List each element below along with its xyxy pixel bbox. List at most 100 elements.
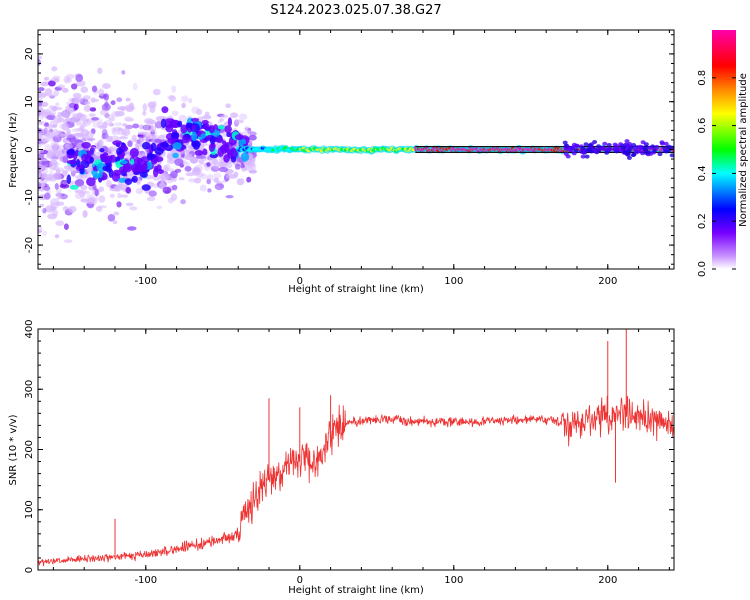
spectrogram-cell <box>143 161 148 167</box>
spectrogram-cell <box>646 150 652 155</box>
spectrogram-x-tick-label: -100 <box>134 276 157 287</box>
spectrogram-x-label: Height of straight line (km) <box>288 284 424 295</box>
spectrogram-cell <box>172 152 179 159</box>
spectrogram-cell <box>42 230 48 236</box>
spectrogram-cell <box>119 136 128 140</box>
spectrogram-cell <box>117 106 127 111</box>
spectrogram-cell <box>236 178 245 186</box>
spectrogram-cell <box>43 129 50 138</box>
spectrogram-cell <box>38 120 43 125</box>
spectrogram-x-tick-label: 200 <box>598 276 617 287</box>
spectrogram-cell <box>199 184 207 192</box>
spectrogram-cell <box>38 108 46 116</box>
spectrogram-y-tick-label: -10 <box>24 189 35 205</box>
spectrogram-cell <box>213 177 219 183</box>
spectrogram-cell <box>50 109 57 117</box>
spectrogram-cell <box>657 152 663 157</box>
spectrogram-cell <box>580 154 586 159</box>
spectrogram-cell <box>147 133 156 140</box>
spectrogram-cell <box>124 178 133 186</box>
spectrogram-cell <box>41 172 48 179</box>
spectrogram-cell <box>98 186 105 192</box>
spectrogram-cell <box>613 147 618 152</box>
spectrogram-cell <box>38 55 42 60</box>
spectrogram-cell <box>180 199 186 205</box>
spectrogram-cell <box>79 191 86 198</box>
spectrogram-cell <box>86 177 96 187</box>
spectrogram-cell <box>120 160 128 165</box>
spectrogram-cell <box>122 164 131 171</box>
spectrogram-y-tick-label: 20 <box>24 48 35 61</box>
spectrogram-cell <box>71 128 81 133</box>
spectrogram-cell <box>49 150 57 156</box>
spectrogram-cell <box>65 143 73 150</box>
spectrogram-cell <box>38 229 43 234</box>
spectrogram-cell <box>199 173 209 180</box>
spectrogram-cell <box>74 192 85 199</box>
spectrogram-cell <box>153 156 164 163</box>
spectrogram-cell <box>54 78 60 83</box>
spectrogram-cell <box>248 169 257 174</box>
spectrogram-cell <box>214 183 224 191</box>
spectrogram-cell <box>91 117 99 121</box>
spectrogram-cell <box>160 173 170 181</box>
spectrogram-cell <box>156 164 162 172</box>
spectrogram-cell <box>121 128 131 137</box>
spectrogram-cell <box>148 190 157 197</box>
spectrogram-cell <box>51 66 58 72</box>
spectrogram-cell <box>105 164 112 173</box>
spectrogram-cell <box>38 59 41 66</box>
spectrogram-cell <box>142 124 152 131</box>
spectrogram-cell <box>50 198 60 206</box>
spectrogram-cell <box>62 155 69 164</box>
spectrogram-cell <box>166 178 173 184</box>
spectrogram-cell <box>40 81 49 87</box>
spectrogram-cell <box>165 124 174 133</box>
spectrogram-cell <box>98 170 103 179</box>
spectrogram-cell <box>219 118 225 122</box>
spectrogram-cell <box>148 125 157 133</box>
spectrogram-cell <box>203 123 210 130</box>
colorbar-gradient <box>712 30 736 269</box>
spectrogram-cell <box>154 121 163 129</box>
spectrogram-cell <box>125 187 132 194</box>
spectrogram-cell <box>207 174 214 181</box>
spectrogram-cell <box>132 82 138 91</box>
spectrogram-cell <box>637 144 643 149</box>
spectrogram-cell <box>244 165 250 170</box>
spectrogram-cell <box>89 107 97 112</box>
spectrogram-cell <box>180 124 188 134</box>
spectrogram-cell <box>38 133 42 140</box>
spectrogram-cell <box>129 138 138 143</box>
spectrogram-cell <box>64 77 72 83</box>
spectrogram-cell <box>587 143 593 148</box>
snr-line <box>38 395 674 567</box>
spectrogram-cell <box>80 123 87 128</box>
spectrogram-cell <box>224 125 232 134</box>
spectrogram-cell <box>112 169 122 176</box>
spectrogram-cell <box>127 226 137 231</box>
spectrogram-area <box>38 55 674 243</box>
spectrogram-cell <box>66 149 75 156</box>
spectrogram-cell <box>134 156 141 167</box>
spectrogram-cell <box>84 101 91 105</box>
spectrogram-cell <box>596 144 601 149</box>
spectrogram-cell <box>202 114 212 120</box>
spectrogram-cell <box>191 117 200 122</box>
spectrogram-cell <box>171 110 179 117</box>
spectrogram-cell <box>97 140 103 144</box>
spectrogram-cell <box>88 185 97 191</box>
spectrogram-cell <box>124 116 133 122</box>
spectrogram-cell <box>162 165 169 173</box>
spectrogram-cell <box>63 75 71 84</box>
spectrogram-cell <box>107 214 116 222</box>
spectrogram-cell <box>102 132 109 140</box>
spectrogram-cell <box>43 77 50 84</box>
spectrogram-cell <box>659 141 665 146</box>
spectrogram-cell <box>196 108 203 115</box>
spectrogram-cell <box>626 144 632 149</box>
spectrogram-cell <box>56 117 65 123</box>
spectrogram-cell <box>114 111 125 117</box>
spectrogram-cell <box>38 225 43 233</box>
spectrogram-cell <box>68 135 77 144</box>
